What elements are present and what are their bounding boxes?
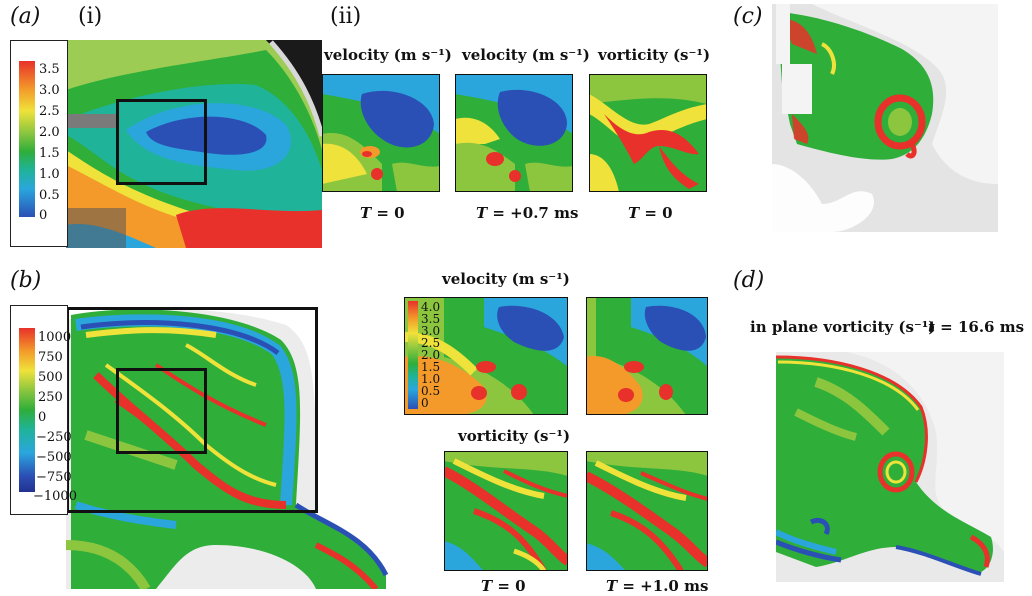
b-vorticity-map-t10 (586, 451, 708, 571)
legend-b-tick: −750 (36, 470, 72, 485)
legend-b-tick: 750 (38, 350, 63, 365)
b-time-label-2: T = +1.0 ms (606, 577, 709, 595)
panel-label-a-i: (i) (78, 4, 103, 29)
legend-b-tick: 500 (38, 370, 63, 385)
a-ii-caption-velocity-1: velocity (m s⁻¹) (324, 46, 452, 64)
legend-b-velocity-tick: 1.0 (421, 372, 441, 386)
legend-b-velocity-tick: 0.5 (421, 384, 441, 398)
legend-b-velocity-tick: 1.5 (421, 360, 441, 374)
legend-b-velocity-tick: 3.0 (421, 324, 441, 338)
a-ii-time-label-2: T = +0.7 ms (476, 204, 579, 222)
b-caption-velocity: velocity (m s⁻¹) (442, 270, 570, 288)
b-vorticity-map-t0 (444, 451, 568, 571)
legend-b-colorbar (19, 328, 35, 492)
legend-a-tick: 1.5 (39, 146, 60, 161)
legend-a-colorbar (19, 61, 35, 217)
b-caption-vorticity: vorticity (s⁻¹) (458, 427, 571, 445)
a-ii-caption-velocity-2: velocity (m s⁻¹) (462, 46, 590, 64)
panel-label-c: (c) (733, 4, 763, 29)
panel-label-d: (d) (733, 268, 765, 293)
a-ii-caption-vorticity: vorticity (s⁻¹) (598, 46, 711, 64)
legend-a-tick: 0 (39, 208, 48, 223)
panel-d-vorticity-map (776, 352, 1004, 582)
panel-label-a-ii: (ii) (330, 4, 362, 29)
legend-b-velocity-tick: 4.0 (421, 300, 441, 314)
panel-a-region-of-interest-box (116, 99, 207, 185)
legend-b-tick: 0 (38, 410, 47, 425)
a-ii-time-label-3: T = 0 (628, 204, 673, 222)
panel-label-a: (a) (10, 4, 41, 29)
legend-a-velocity: 3.5 3.0 2.5 2.0 1.5 1.0 0.5 0 (10, 40, 68, 247)
panel-b-inner-box (116, 368, 207, 454)
a-ii-vorticity-map-t0 (589, 74, 707, 192)
legend-b-velocity-tick: 2.5 (421, 336, 441, 350)
d-time-label: t = 16.6 ms (928, 318, 1025, 336)
legend-b-velocity-tick: 0 (421, 396, 429, 410)
legend-b-velocity-tick: 2.0 (421, 348, 441, 362)
legend-a-tick: 2.5 (39, 104, 60, 119)
legend-a-tick: 3.0 (39, 83, 60, 98)
panel-b-vorticity-map (66, 305, 396, 589)
legend-b-tick: 1000 (38, 330, 72, 345)
legend-b-velocity-tick: 3.5 (421, 312, 441, 326)
b-time-label-1: T = 0 (481, 577, 526, 595)
a-ii-velocity-map-t07 (455, 74, 573, 192)
a-ii-velocity-map-t0 (322, 74, 440, 192)
d-caption-vorticity: in plane vorticity (s⁻¹) (750, 318, 936, 336)
legend-a-tick: 0.5 (39, 188, 60, 203)
legend-a-tick: 2.0 (39, 125, 60, 140)
b-velocity-map-t10 (586, 297, 708, 415)
legend-b-velocity: 4.0 3.5 3.0 2.5 2.0 1.5 1.0 0.5 0 (404, 297, 446, 415)
panel-c-3d-flow-map (772, 4, 998, 232)
b-velocity-map-t0 (404, 297, 568, 415)
legend-b-velocity-colorbar (408, 301, 418, 409)
legend-b-tick: −1000 (33, 489, 77, 504)
legend-a-tick: 1.0 (39, 167, 60, 182)
a-ii-time-label-1: T = 0 (360, 204, 405, 222)
panel-label-b: (b) (10, 268, 42, 293)
legend-b-tick: 250 (38, 390, 63, 405)
legend-b-tick: −250 (36, 430, 72, 445)
legend-b-vorticity: 1000 750 500 250 0 −250 −500 −750 −1000 (10, 305, 77, 515)
legend-b-tick: −500 (36, 450, 72, 465)
legend-a-tick: 3.5 (39, 62, 60, 77)
